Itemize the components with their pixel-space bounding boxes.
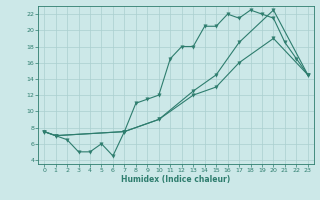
X-axis label: Humidex (Indice chaleur): Humidex (Indice chaleur) [121, 175, 231, 184]
